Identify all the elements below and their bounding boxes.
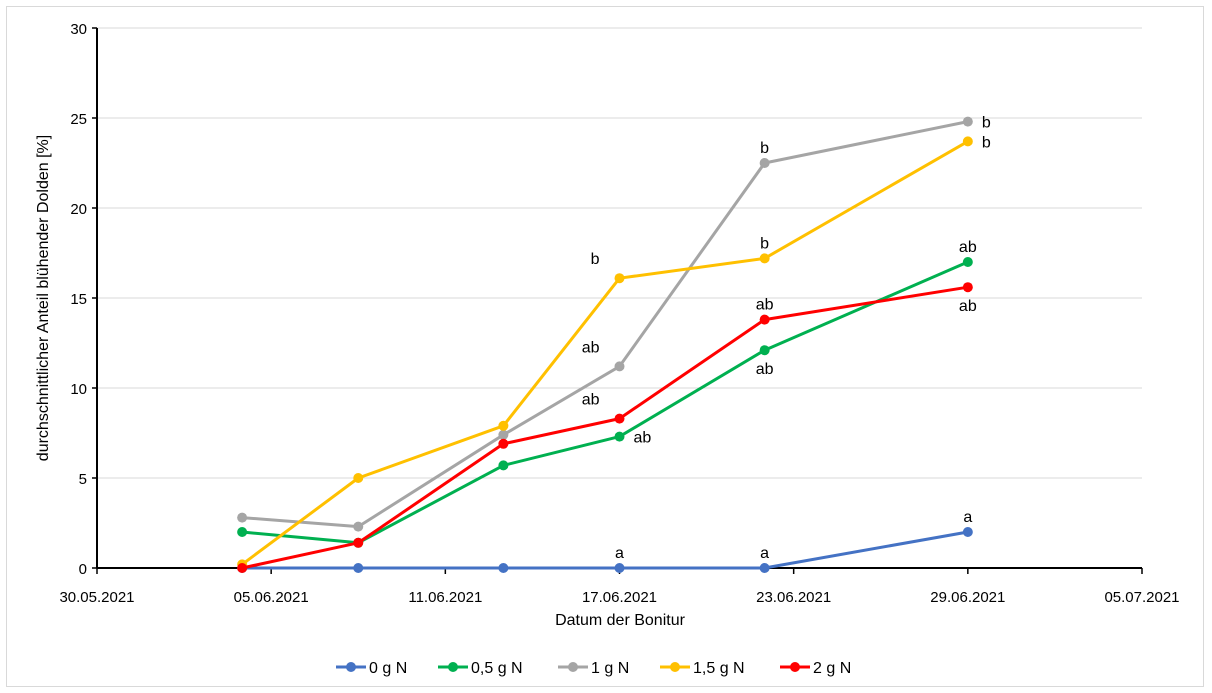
significance-label: b xyxy=(760,140,769,157)
legend-label: 2 g N xyxy=(813,660,851,677)
data-point xyxy=(498,420,509,431)
x-tick-label: 30.05.2021 xyxy=(59,589,134,606)
data-point xyxy=(614,413,625,424)
x-tick-label: 23.06.2021 xyxy=(756,589,831,606)
significance-label: b xyxy=(760,235,769,252)
chart-frame xyxy=(6,6,1204,687)
data-point xyxy=(614,273,625,284)
legend-marker xyxy=(568,662,578,672)
y-axis-title: durchschnittlicher Anteil blühender Dold… xyxy=(35,135,52,461)
significance-label: ab xyxy=(634,430,652,447)
significance-label: a xyxy=(615,545,624,562)
x-tick-label: 29.06.2021 xyxy=(930,589,1005,606)
significance-label: ab xyxy=(582,392,600,409)
legend: 0 g N 0,5 g N 1 g N 1,5 g N 2 g N xyxy=(336,660,851,677)
y-tick-label: 30 xyxy=(70,21,87,38)
significance-label: ab xyxy=(959,239,977,256)
data-point xyxy=(237,512,248,523)
data-point xyxy=(237,527,248,537)
series-line xyxy=(242,530,969,570)
y-tick-label: 0 xyxy=(79,561,87,578)
data-point xyxy=(498,563,509,573)
data-point xyxy=(614,563,625,573)
data-point xyxy=(237,563,248,573)
data-point xyxy=(759,563,770,573)
significance-label: b xyxy=(982,134,991,151)
y-tick-label: 15 xyxy=(70,291,87,308)
series-line xyxy=(241,260,969,545)
x-tick-label: 11.06.2021 xyxy=(408,589,482,606)
y-tick-label: 20 xyxy=(70,201,87,218)
significance-label: b xyxy=(591,251,600,268)
data-point xyxy=(962,136,973,147)
data-point xyxy=(353,537,364,548)
data-point xyxy=(759,253,770,264)
significance-label: a xyxy=(963,509,972,526)
data-point xyxy=(353,473,364,483)
data-point xyxy=(962,282,973,293)
data-point xyxy=(962,527,973,537)
legend-marker xyxy=(790,662,800,672)
data-point xyxy=(962,116,973,127)
significance-label: ab xyxy=(959,298,977,315)
significance-label: ab xyxy=(582,339,600,356)
data-point xyxy=(962,257,973,267)
legend-marker xyxy=(670,662,680,672)
data-point xyxy=(353,563,364,573)
data-point xyxy=(759,314,770,325)
series-line xyxy=(241,285,969,570)
legend-label: 1,5 g N xyxy=(693,660,745,677)
data-point xyxy=(614,361,625,372)
series-line xyxy=(241,120,969,529)
legend-marker xyxy=(448,662,458,672)
grid-layer xyxy=(97,27,1142,479)
x-tick-label: 05.07.2021 xyxy=(1104,589,1179,606)
x-axis-title: Datum der Bonitur xyxy=(555,612,686,629)
significance-label: ab xyxy=(756,297,774,314)
legend-marker xyxy=(346,662,356,672)
data-point xyxy=(759,158,770,168)
significance-label: ab xyxy=(756,361,774,378)
y-tick-label: 25 xyxy=(70,111,87,128)
data-point xyxy=(498,438,509,449)
y-tick-label: 10 xyxy=(70,381,87,398)
x-tick-label: 05.06.2021 xyxy=(234,589,309,606)
legend-label: 0,5 g N xyxy=(471,660,523,677)
data-point xyxy=(759,345,770,356)
data-point xyxy=(498,460,509,471)
data-point xyxy=(498,429,509,440)
axis-layer: 0 5 10 15 20 25 30 30.05.2021 05.06.2021 11.06.20… xyxy=(59,21,1179,606)
x-tick-label: 17.06.2021 xyxy=(582,589,657,606)
series-line xyxy=(241,140,969,566)
y-tick-label: 5 xyxy=(79,471,87,488)
significance-label: b xyxy=(982,115,991,132)
significance-label: a xyxy=(760,545,769,562)
series-layer xyxy=(237,116,973,573)
legend-label: 0 g N xyxy=(369,660,407,677)
legend-label: 1 g N xyxy=(591,660,629,677)
data-point xyxy=(353,521,364,532)
data-point xyxy=(614,431,625,442)
